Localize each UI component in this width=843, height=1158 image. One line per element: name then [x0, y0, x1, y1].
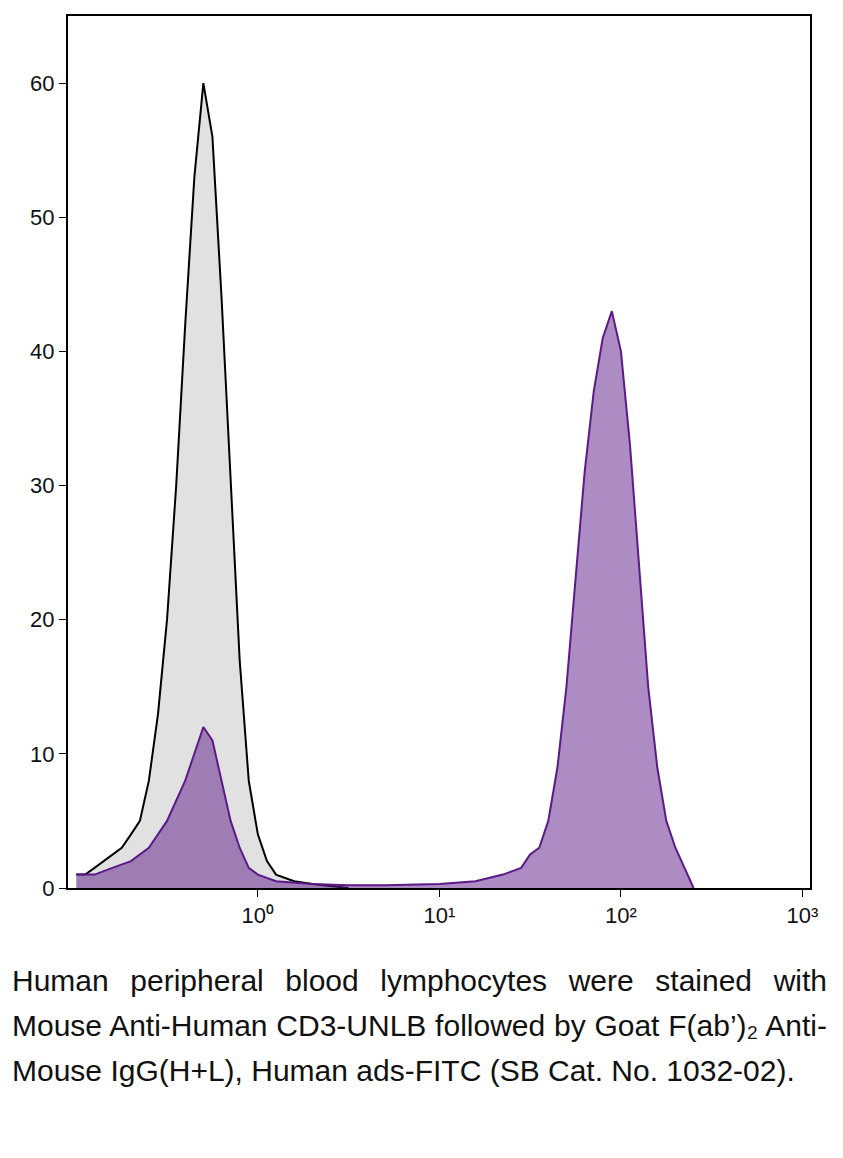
svg-text:30: 30 [30, 473, 54, 498]
svg-text:10⁰: 10⁰ [242, 903, 274, 928]
svg-text:20: 20 [30, 607, 54, 632]
svg-text:50: 50 [30, 205, 54, 230]
svg-text:10²: 10² [605, 903, 637, 928]
html-text:Human peripheral blood lymphoc: Human peripheral blood lymphocytes were … [12, 964, 827, 1087]
svg-text:10³: 10³ [787, 903, 819, 928]
svg-text:10: 10 [30, 742, 54, 767]
svg-text:60: 60 [30, 71, 54, 96]
svg-text:40: 40 [30, 339, 54, 364]
svg-text:10¹: 10¹ [424, 903, 456, 928]
svg-text:0: 0 [42, 876, 54, 901]
